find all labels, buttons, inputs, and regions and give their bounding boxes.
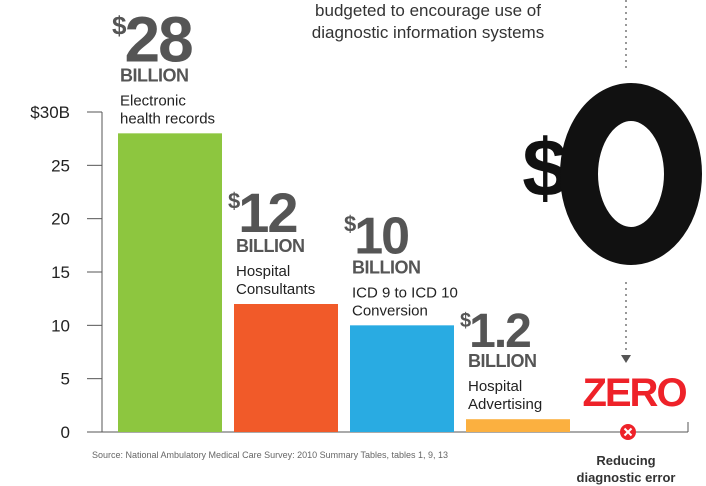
bar-unit-label: BILLION (236, 236, 305, 256)
bar (350, 325, 454, 432)
bar-amount-label: $12 (228, 181, 297, 244)
bar (466, 419, 570, 432)
bars (118, 133, 570, 433)
bar-unit-label: BILLION (352, 257, 421, 277)
bar-unit-label: BILLION (120, 65, 189, 85)
y-tick-label: 5 (61, 370, 70, 389)
y-tick-label: 0 (61, 423, 70, 442)
annotation-line-2: diagnostic information systems (312, 23, 544, 42)
bar (234, 304, 338, 432)
bar-description-line-2: Conversion (352, 302, 428, 319)
bar-unit-label: BILLION (468, 351, 537, 371)
bar-amount-label: $28 (112, 3, 192, 75)
close-circle-icon (620, 424, 636, 440)
y-tick-label: 25 (51, 156, 70, 175)
bar-description-line-1: Electronic (120, 92, 186, 109)
y-tick-label: 20 (51, 210, 70, 229)
y-tick-label: $30B (30, 103, 70, 122)
zero-word: ZERO (582, 371, 686, 415)
y-tick-label: 15 (51, 263, 70, 282)
bar-amount-label: $10 (344, 207, 408, 265)
zero-category-line-1: Reducing (596, 453, 655, 468)
bar-amount-label: $1.2 (460, 305, 530, 358)
y-tick-label: 10 (51, 316, 70, 335)
arrow-down-icon (621, 355, 631, 363)
bar-description-line-1: Hospital (236, 263, 290, 280)
bar-description-line-2: health records (120, 110, 215, 127)
annotation-line-1: budgeted to encourage use of (315, 1, 541, 20)
bar-description-line-1: Hospital (468, 378, 522, 395)
bar-description-line-2: Advertising (468, 396, 542, 413)
bar (118, 133, 222, 433)
y-ticks: 0 5 10 15 20 25 $30B (30, 103, 102, 442)
bar-description-line-1: ICD 9 to ICD 10 (352, 284, 458, 301)
source-note: Source: National Ambulatory Medical Care… (92, 450, 448, 460)
bar-description-line-2: Consultants (236, 281, 315, 298)
zero-category-line-2: diagnostic error (577, 470, 676, 485)
zero-amount-ring (560, 83, 702, 265)
